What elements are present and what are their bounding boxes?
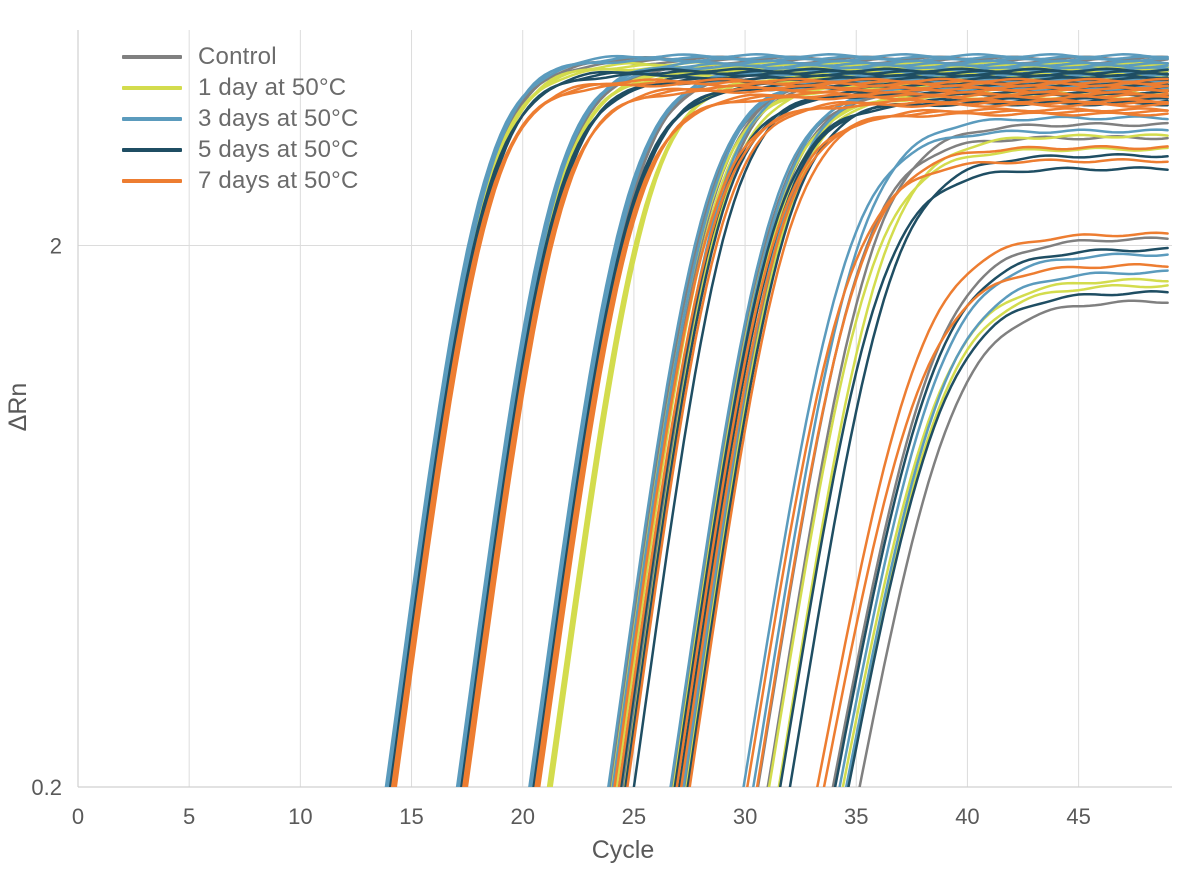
amplification-curve [838, 252, 1169, 787]
tick-labels: 0 5 10 15 20 25 30 35 40 45 0.2 2 [31, 233, 1090, 829]
x-tick-label: 30 [733, 804, 757, 829]
amplification-curve [778, 166, 1169, 787]
x-tick-label: 5 [183, 804, 195, 829]
amplification-curve [536, 92, 1169, 787]
x-tick-label: 10 [288, 804, 312, 829]
legend-swatch-3-days [122, 116, 182, 121]
legend-swatch-7-days [122, 178, 182, 183]
amplification-curve [777, 133, 1169, 787]
amplification-curve [548, 76, 1169, 787]
amplification-curve [534, 95, 1169, 787]
amplification-curve [688, 107, 1169, 787]
amplification-curve [766, 121, 1169, 787]
legend-label-3-days: 3 days at 50°C [198, 104, 359, 132]
amplification-curve [816, 231, 1169, 787]
y-tick-label: 0.2 [31, 775, 62, 800]
amplification-curve [632, 88, 1169, 787]
amplification-curve [537, 90, 1169, 787]
amplification-curve [613, 102, 1169, 787]
amplification-curve [386, 55, 1169, 787]
x-tick-label: 45 [1066, 804, 1090, 829]
x-axis-title: Cycle [591, 836, 655, 864]
amplification-curve [847, 290, 1169, 787]
amplification-curve [686, 96, 1169, 787]
legend: Control 1 day at 50°C 3 days at 50°C 5 d… [122, 41, 359, 196]
legend-item-7-days: 7 days at 50°C [122, 165, 359, 196]
legend-item-1-day: 1 day at 50°C [122, 72, 359, 103]
y-axis-title: ΔRn [4, 382, 32, 432]
amplification-curve [844, 269, 1169, 787]
amplification-curve [788, 153, 1169, 787]
x-tick-label: 0 [72, 804, 84, 829]
amplification-curve [388, 53, 1169, 787]
amplification-curve [546, 78, 1169, 787]
y-tick-label: 2 [50, 233, 62, 258]
legend-label-1-day: 1 day at 50°C [198, 73, 347, 101]
legend-swatch-1-day [122, 85, 182, 90]
x-tick-label: 40 [955, 804, 979, 829]
legend-swatch-control [122, 54, 182, 59]
legend-item-5-days: 5 days at 50°C [122, 134, 359, 165]
amplification-curve [457, 61, 1169, 787]
amplification-curve [394, 77, 1169, 787]
amplification-curve [679, 109, 1169, 787]
legend-label-control: Control [198, 42, 277, 70]
amplification-curve [822, 263, 1169, 787]
amplification-curve [392, 67, 1169, 787]
legend-label-5-days: 5 days at 50°C [198, 135, 359, 163]
legend-item-control: Control [122, 41, 359, 72]
x-tick-label: 20 [510, 804, 534, 829]
amplification-curve [756, 135, 1169, 787]
amplification-curve [752, 115, 1169, 787]
amplification-curve [459, 59, 1169, 787]
legend-item-3-days: 3 days at 50°C [122, 103, 359, 134]
x-tick-label: 25 [622, 804, 646, 829]
amplification-curve [742, 128, 1169, 787]
amplification-curve [626, 98, 1169, 787]
amplification-curve [831, 236, 1169, 787]
amplification-curve [858, 299, 1169, 787]
x-tick-label: 35 [844, 804, 868, 829]
amplification-curve [755, 144, 1169, 787]
x-tick-label: 15 [399, 804, 423, 829]
amplification-curve [392, 79, 1169, 787]
legend-label-7-days: 7 days at 50°C [198, 166, 359, 194]
amplification-curves [384, 53, 1169, 787]
amplification-curve [846, 283, 1169, 787]
amplification-curve [746, 158, 1169, 787]
amplification-curve [833, 246, 1169, 787]
legend-swatch-5-days [122, 147, 182, 152]
amplification-curve [465, 84, 1169, 787]
